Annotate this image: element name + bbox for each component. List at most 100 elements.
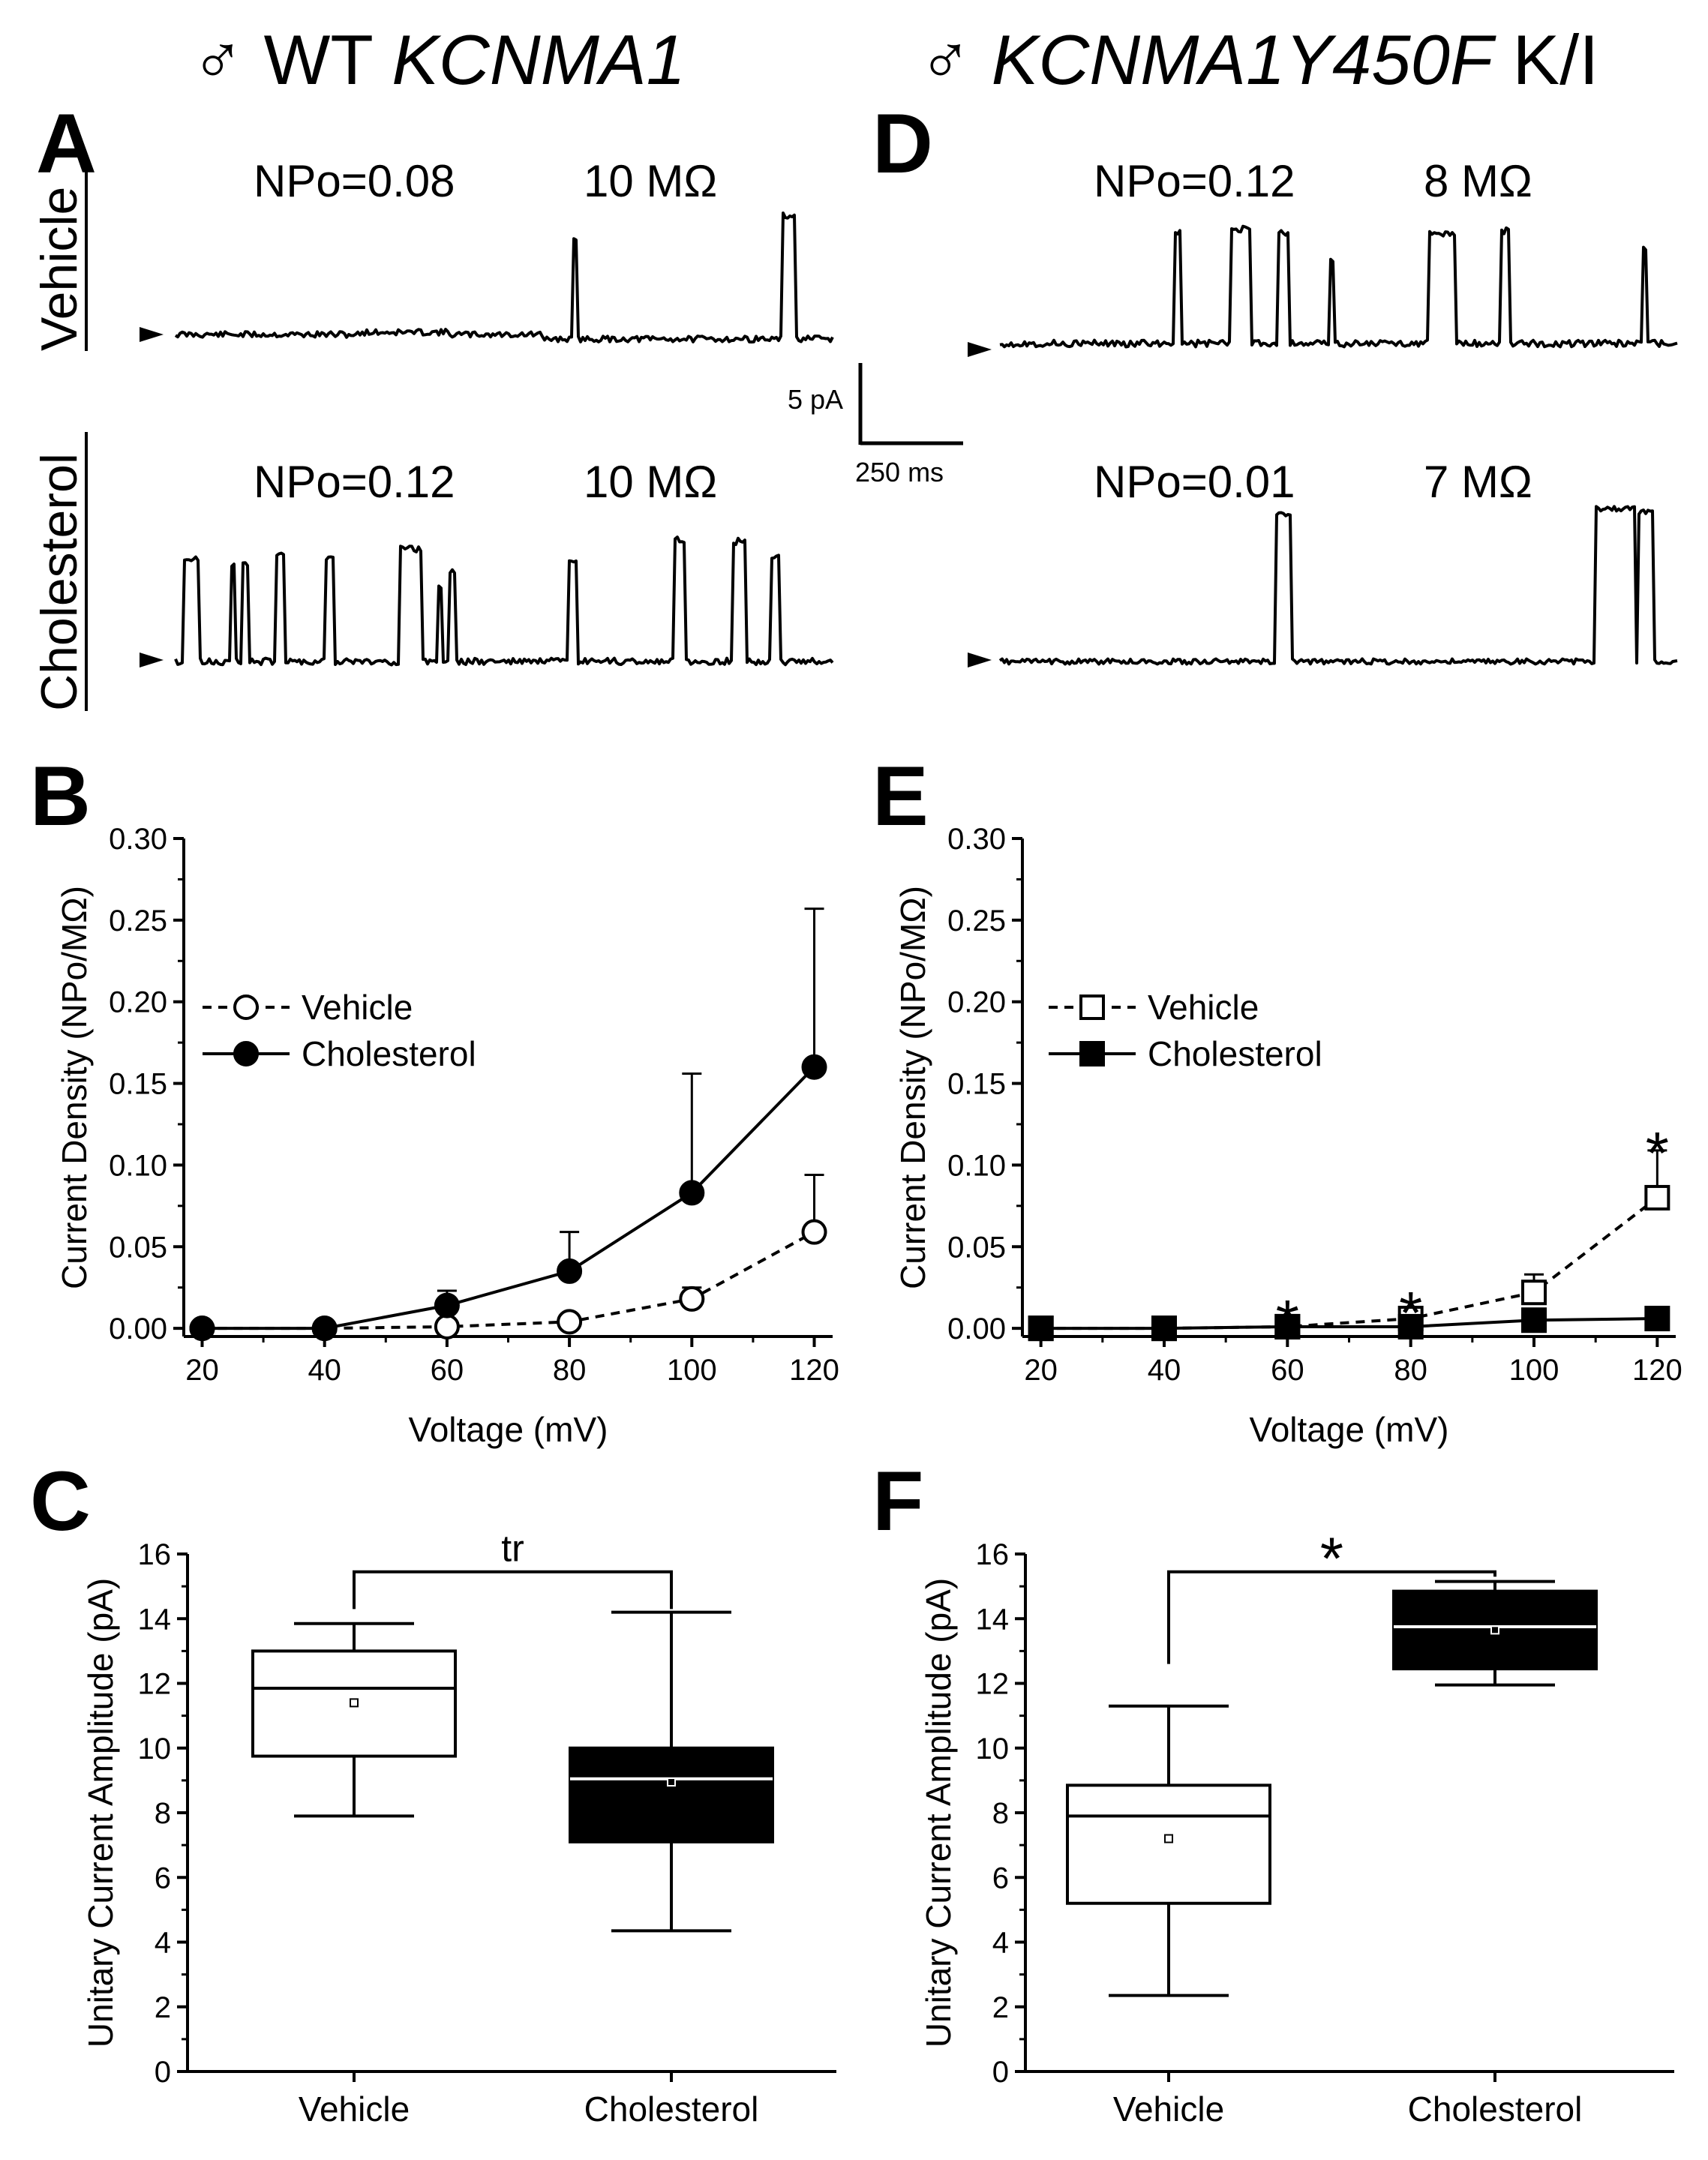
trace-a-cholesterol <box>174 536 834 667</box>
y-tick-label: 0.00 <box>109 1312 167 1346</box>
x-axis-title: Voltage (mV) <box>409 1410 608 1449</box>
d-cholesterol-npo: NPo=0.01 <box>1094 457 1295 507</box>
b-point-cholesterol <box>189 1316 215 1342</box>
e-series-line-cholesterol <box>1040 1317 1658 1330</box>
y-tick-label: 0.15 <box>109 1068 167 1101</box>
x-tick-label: 20 <box>1024 1354 1058 1387</box>
x-category-label: Cholesterol <box>1408 2090 1583 2128</box>
trace-d-vehicle <box>999 224 1678 349</box>
y-axis-title: Current Density (NPo/MΩ) <box>55 886 94 1289</box>
x-category-label: Vehicle <box>299 2090 410 2128</box>
mean-marker-vehicle <box>350 1698 359 1708</box>
left-header: ♂ WT KCNMA1 <box>191 20 686 99</box>
x-tick-label: 100 <box>1509 1354 1559 1387</box>
y-tick-label: 2 <box>155 1991 171 2024</box>
y-tick-label: 0.05 <box>947 1231 1006 1264</box>
y-tick-label: 0.10 <box>109 1149 167 1182</box>
male-symbol-icon: ♂ <box>919 20 972 99</box>
box-vehicle <box>1066 1784 1271 1905</box>
panel-letter-f: F <box>872 1454 923 1548</box>
scale-bar-time: 250 ms <box>855 457 944 488</box>
x-category-label: Vehicle <box>1113 2090 1224 2128</box>
y-tick-label: 0.05 <box>109 1231 167 1264</box>
x-tick-label: 100 <box>667 1354 717 1387</box>
panel-letter-d: D <box>872 97 933 190</box>
y-tick-label: 8 <box>155 1797 171 1830</box>
a-vehicle-resistance: 10 MΩ <box>584 156 717 206</box>
e-point-cholesterol <box>1397 1313 1424 1340</box>
panel-letter-b: B <box>30 749 91 843</box>
chart-b-current-density: 0.00 0.05 0.10 0.15 0.20 0.25 0.30 20 40 60 80 100 1… <box>55 823 839 1449</box>
y-tick-label: 8 <box>992 1797 1009 1830</box>
row-label-vehicle: Vehicle <box>31 171 88 351</box>
x-tick-label: 40 <box>308 1354 341 1387</box>
row-label-cholesterol: Cholesterol <box>31 432 88 711</box>
y-tick-label: 6 <box>992 1862 1009 1894</box>
y-tick-label: 10 <box>976 1732 1010 1766</box>
b-point-cholesterol <box>311 1316 338 1342</box>
e-series-line-vehicle <box>1040 1196 1658 1330</box>
y-tick-label: 14 <box>976 1603 1010 1636</box>
e-point-cholesterol <box>1151 1316 1177 1342</box>
y-tick-label: 2 <box>992 1991 1009 2024</box>
a-vehicle-npo: NPo=0.08 <box>254 156 455 206</box>
e-point-vehicle <box>1644 1184 1670 1210</box>
y-tick-label: 16 <box>976 1538 1010 1571</box>
y-tick-label: 0 <box>992 2056 1009 2089</box>
y-tick-label: 4 <box>155 1927 171 1960</box>
panel-letter-c: C <box>30 1454 91 1548</box>
legend-label-cholesterol: Cholesterol <box>1148 1034 1322 1073</box>
y-tick-label: 16 <box>138 1538 172 1571</box>
chart-f-unitary-amplitude: 0 2 4 6 8 10 12 14 16 Unitary Current Amplitude (… <box>919 1526 1674 2128</box>
legend-label-cholesterol: Cholesterol <box>302 1034 476 1073</box>
y-tick-label: 0.25 <box>947 904 1006 938</box>
y-tick-label: 0.00 <box>947 1312 1006 1346</box>
male-symbol-icon: ♂ <box>191 20 245 99</box>
significance-star: * <box>1276 1288 1299 1354</box>
baseline-arrow-icon <box>140 652 164 668</box>
chart-e-current-density: 0.00 0.05 0.10 0.15 0.20 0.25 0.30 20 40 60 80 100 1… <box>893 823 1682 1449</box>
legend-label-vehicle: Vehicle <box>302 988 413 1027</box>
legend-marker-vehicle <box>233 994 259 1020</box>
b-point-cholesterol <box>679 1180 705 1206</box>
legend-marker-vehicle <box>1079 994 1105 1020</box>
x-tick-label: 20 <box>185 1354 219 1387</box>
significance-label: * <box>1320 1526 1343 1592</box>
baseline-arrow-icon <box>140 327 164 342</box>
d-vehicle-resistance: 8 MΩ <box>1424 156 1532 206</box>
x-tick-label: 40 <box>1148 1354 1181 1387</box>
scale-bar: 5 pA 250 ms <box>788 363 963 488</box>
x-tick-label: 120 <box>1632 1354 1682 1387</box>
y-axis-title: Unitary Current Amplitude (pA) <box>81 1578 120 2048</box>
legend-marker-cholesterol <box>1079 1041 1105 1066</box>
svg-text:Cholesterol: Cholesterol <box>31 453 88 711</box>
legend-marker-cholesterol <box>233 1041 259 1066</box>
e-point-cholesterol <box>1028 1316 1054 1342</box>
y-tick-label: 12 <box>976 1668 1010 1701</box>
e-point-cholesterol <box>1644 1306 1670 1332</box>
y-tick-label: 0.10 <box>947 1149 1006 1182</box>
significance-bracket <box>353 1570 673 1610</box>
e-point-vehicle <box>1521 1280 1547 1306</box>
y-tick-label: 0 <box>155 2056 171 2089</box>
a-cholesterol-resistance: 10 MΩ <box>584 457 717 507</box>
box-cholesterol <box>1392 1589 1598 1671</box>
x-axis-title: Voltage (mV) <box>1250 1410 1449 1449</box>
right-header: ♂ KCNMA1Y450F K/I <box>919 20 1598 99</box>
x-tick-label: 80 <box>1394 1354 1427 1387</box>
b-point-vehicle <box>801 1219 827 1245</box>
b-point-vehicle <box>557 1309 583 1335</box>
legend-label-vehicle: Vehicle <box>1148 988 1259 1027</box>
x-tick-label: 60 <box>1271 1354 1304 1387</box>
b-point-vehicle <box>434 1313 460 1340</box>
significance-star: * <box>1399 1280 1422 1346</box>
baseline-arrow-icon <box>968 342 992 357</box>
y-tick-label: 0.30 <box>947 823 1006 856</box>
y-tick-label: 0.20 <box>109 986 167 1019</box>
b-point-cholesterol <box>434 1292 460 1318</box>
chart-c-unitary-amplitude: 0 2 4 6 8 10 12 14 16 Unitary Current Amplitude (… <box>81 1528 836 2128</box>
trace-a-vehicle <box>174 212 834 344</box>
b-point-cholesterol <box>801 1054 827 1080</box>
y-tick-label: 0.30 <box>109 823 167 856</box>
